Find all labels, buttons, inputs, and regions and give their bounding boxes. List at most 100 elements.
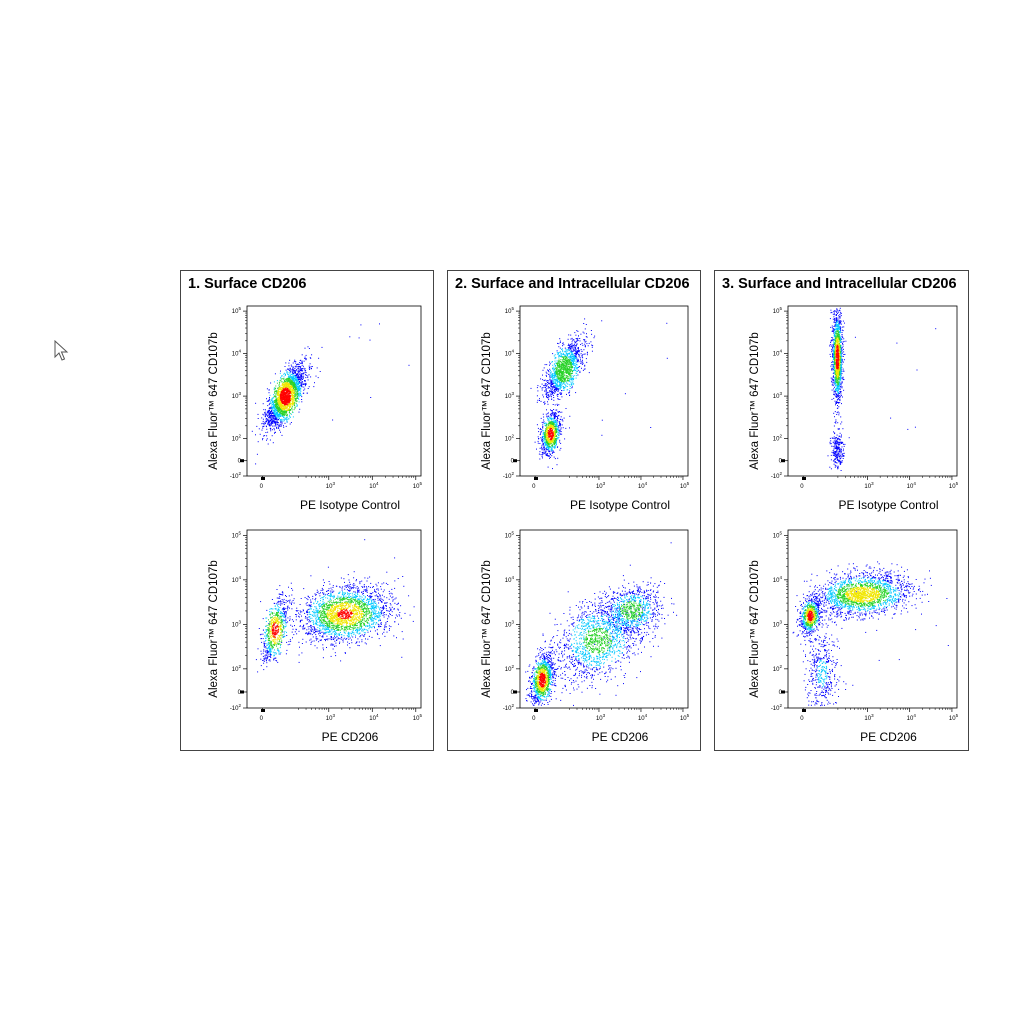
event-dot [351, 631, 353, 633]
event-dot [369, 624, 370, 626]
event-dot [267, 405, 269, 407]
event-dot [307, 375, 309, 377]
event-dot [298, 387, 300, 389]
event-dot [307, 388, 309, 389]
event-dot [292, 368, 294, 370]
event-dot [287, 418, 289, 420]
event-dot [292, 388, 294, 389]
event-dot [290, 409, 292, 410]
event-dot [292, 390, 294, 392]
event-dot [301, 381, 303, 382]
event-dot [297, 389, 299, 391]
event-dot [271, 415, 273, 416]
event-dot [289, 371, 291, 373]
event-dot [380, 607, 382, 609]
event-dot [293, 398, 295, 400]
event-dot [354, 584, 356, 586]
event-dot [290, 413, 292, 415]
event-dot [394, 587, 396, 589]
event-dot [364, 539, 366, 541]
event-dot [301, 376, 303, 378]
event-dot [266, 666, 268, 668]
event-dot [278, 384, 280, 386]
event-dot [319, 595, 321, 597]
event-dot [276, 638, 278, 640]
event-dot [339, 641, 341, 643]
event-dot [373, 600, 375, 602]
event-dot [303, 384, 305, 385]
event-dot [293, 395, 295, 396]
event-dot [284, 378, 286, 380]
event-dot [343, 628, 345, 630]
event-dot [389, 595, 391, 597]
event-dot [320, 597, 322, 599]
event-dot [276, 393, 278, 395]
event-dot [257, 441, 259, 443]
event-dot [371, 636, 373, 638]
event-dot [267, 414, 269, 416]
event-dot [364, 601, 366, 603]
event-dot [323, 582, 325, 584]
event-dot [284, 412, 286, 414]
event-dot [370, 582, 372, 584]
event-dot [262, 439, 263, 441]
event-dot [323, 615, 325, 617]
event-dot [251, 430, 253, 432]
event-dot [278, 388, 280, 390]
event-dot [357, 591, 359, 593]
event-dot [282, 620, 284, 621]
event-dot [286, 635, 288, 636]
event-dot [354, 609, 356, 610]
event-dot [296, 387, 298, 389]
event-dot [279, 411, 281, 413]
event-dot [341, 589, 343, 591]
event-dot [311, 640, 313, 642]
event-dot [373, 608, 375, 610]
event-dot [269, 411, 271, 413]
event-dot [270, 416, 272, 418]
event-dot [289, 410, 290, 412]
event-dot [348, 584, 350, 586]
event-dot [333, 610, 335, 612]
event-dot [272, 417, 274, 419]
event-dot [288, 408, 290, 410]
event-dot [272, 616, 273, 618]
event-dot [327, 639, 329, 641]
event-dot [366, 629, 368, 631]
event-dot [298, 401, 300, 403]
event-dot [358, 621, 359, 623]
event-dot [262, 422, 264, 424]
event-dot [274, 408, 276, 410]
event-dot [361, 619, 363, 621]
event-dot [279, 607, 281, 609]
event-dot [283, 387, 285, 388]
event-dot [347, 635, 349, 637]
event-dot [298, 390, 300, 392]
event-dot [315, 612, 317, 614]
event-dot [270, 402, 272, 404]
event-dot [342, 586, 344, 588]
event-dot [267, 415, 269, 417]
event-dot [313, 640, 315, 642]
event-dot [332, 643, 334, 645]
event-dot [298, 384, 300, 385]
event-dot [290, 364, 292, 366]
event-dot [269, 401, 271, 403]
event-dot [271, 644, 273, 646]
event-dot [395, 614, 397, 616]
event-dot [281, 640, 283, 642]
event-dot [334, 632, 336, 634]
event-dot [329, 583, 331, 585]
event-dot [358, 600, 360, 602]
event-dot [283, 598, 285, 600]
event-dot [274, 649, 275, 651]
event-dot [331, 595, 333, 597]
event-dot [361, 628, 363, 630]
event-dot [295, 378, 297, 380]
event-dot [324, 602, 326, 604]
event-dot [325, 640, 326, 642]
event-dot [306, 618, 308, 620]
event-dot [275, 657, 277, 659]
event-dot [358, 620, 360, 622]
event-dot [268, 629, 270, 631]
